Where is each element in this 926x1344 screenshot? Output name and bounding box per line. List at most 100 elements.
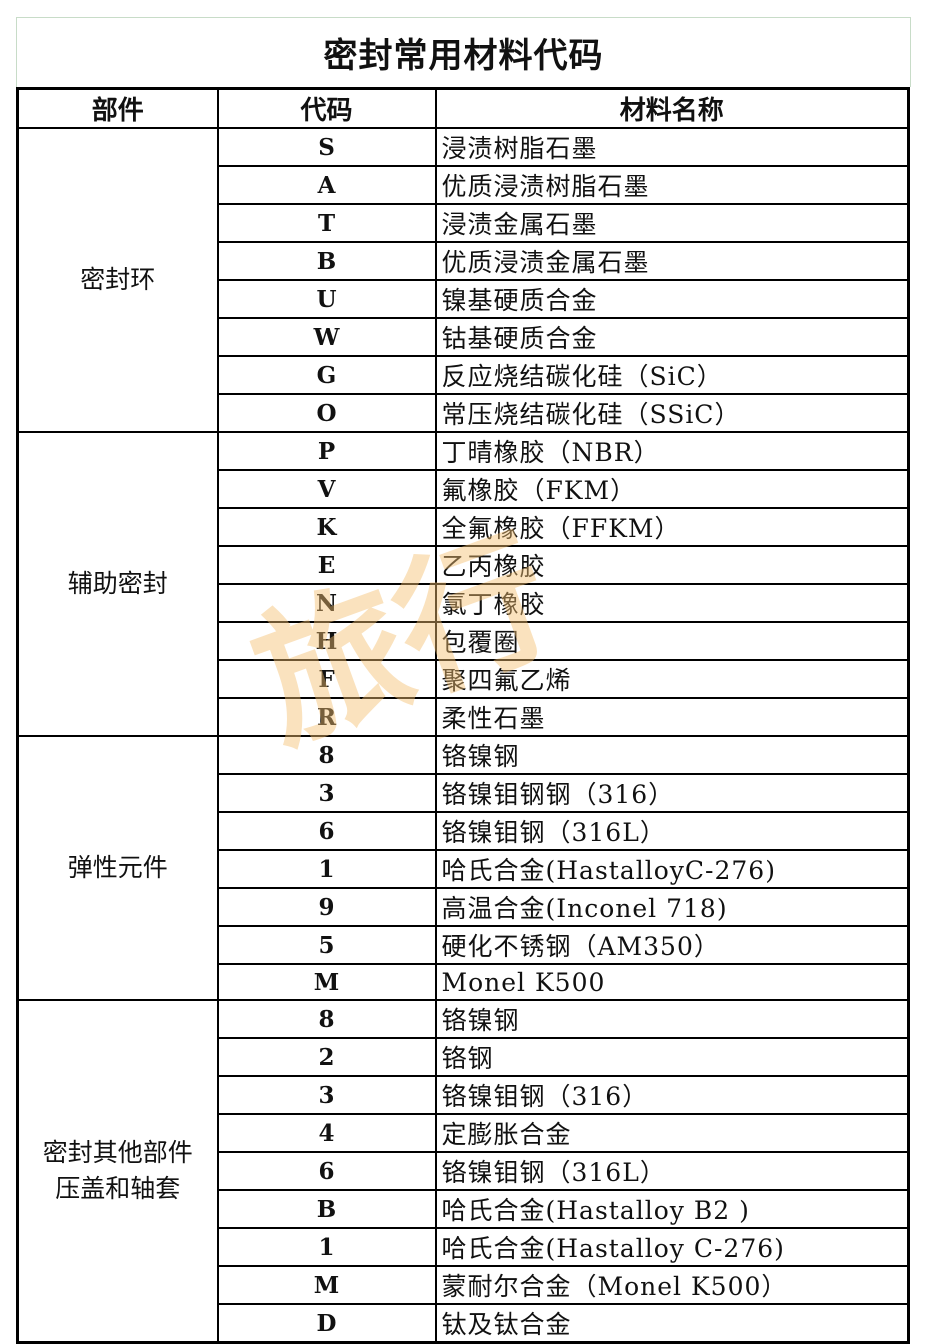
code-cell: 6 — [216, 811, 437, 851]
table-row: 2 铬钢 — [18, 1037, 910, 1077]
table-row: A 优质浸渍树脂石墨 — [18, 165, 910, 205]
code-cell: M — [216, 963, 437, 1001]
code-cell: B — [216, 1189, 437, 1229]
material-name-cell: 蒙耐尔合金（Monel K500） — [434, 1265, 910, 1305]
material-name-cell: 铬镍钼钢（316L） — [434, 1151, 910, 1191]
part-label: 密封其他部件 — [42, 1138, 193, 1167]
material-name-cell: 丁晴橡胶（NBR） — [434, 431, 910, 471]
material-name-cell: 铬镍钼钢（316L） — [434, 811, 910, 851]
table-row: N 氯丁橡胶 — [18, 583, 910, 623]
part-label: 弹性元件 — [67, 853, 168, 882]
table-row: B 优质浸渍金属石墨 — [18, 241, 910, 281]
code-cell: 5 — [216, 925, 437, 965]
code-cell: R — [216, 697, 437, 737]
table-row: 1 哈氏合金(HastalloyC-276) — [18, 849, 910, 889]
code-cell: 3 — [216, 1075, 437, 1115]
material-name-cell: 乙丙橡胶 — [434, 545, 910, 585]
material-name-cell: 钴基硬质合金 — [434, 317, 910, 357]
code-cell: M — [216, 1265, 437, 1305]
material-name-cell: 哈氏合金(Hastalloy C-276) — [434, 1227, 910, 1267]
part-cell: 密封其他部件 压盖和轴套 — [16, 999, 219, 1344]
material-name-cell: 硬化不锈钢（AM350） — [434, 925, 910, 965]
code-cell: E — [216, 545, 437, 585]
material-name-cell: 哈氏合金(Hastalloy B2 ) — [434, 1189, 910, 1229]
table-row: 9 高温合金(Inconel 718) — [18, 887, 910, 927]
table-row: 5 硬化不锈钢（AM350） — [18, 925, 910, 965]
code-cell: 1 — [216, 1227, 437, 1267]
code-cell: 8 — [216, 735, 437, 775]
table-row: H 包覆圈 — [18, 621, 910, 661]
material-name-cell: 聚四氟乙烯 — [434, 659, 910, 699]
material-name-cell: 全氟橡胶（FFKM） — [434, 507, 910, 547]
code-cell: P — [216, 431, 437, 471]
code-cell: 4 — [216, 1113, 437, 1153]
code-cell: 3 — [216, 773, 437, 813]
table-row: 4 定膨胀合金 — [18, 1113, 910, 1153]
table-row: 辅助密封 P 丁晴橡胶（NBR） — [16, 431, 910, 737]
table-row: V 氟橡胶（FKM） — [18, 469, 910, 509]
material-name-cell: 铬镍钢 — [434, 999, 910, 1039]
code-cell: 1 — [216, 849, 437, 889]
part-cell: 弹性元件 — [16, 735, 219, 1001]
code-cell: 8 — [216, 999, 437, 1039]
material-name-cell: 柔性石墨 — [434, 697, 910, 737]
material-name-cell: 氯丁橡胶 — [434, 583, 910, 623]
code-cell: N — [216, 583, 437, 623]
material-name-cell: 浸渍金属石墨 — [434, 203, 910, 243]
code-cell: D — [216, 1303, 437, 1344]
header-part: 部件 — [16, 87, 219, 129]
code-cell: W — [216, 317, 437, 357]
code-cell: T — [216, 203, 437, 243]
material-name-cell: Monel K500 — [434, 963, 910, 1001]
table-row: W 钴基硬质合金 — [18, 317, 910, 357]
material-name-cell: 优质浸渍树脂石墨 — [434, 165, 910, 205]
table-row: R 柔性石墨 — [18, 697, 910, 737]
table-row: F 聚四氟乙烯 — [18, 659, 910, 699]
code-cell: G — [216, 355, 437, 395]
table-row: T 浸渍金属石墨 — [18, 203, 910, 243]
part-label: 辅助密封 — [67, 569, 168, 598]
table-row: E 乙丙橡胶 — [18, 545, 910, 585]
table-row: 6 铬镍钼钢（316L） — [18, 1151, 910, 1191]
material-name-cell: 铬镍钼钢钢（316） — [434, 773, 910, 813]
table-row: U 镍基硬质合金 — [18, 279, 910, 319]
code-cell: A — [216, 165, 437, 205]
material-name-cell: 镍基硬质合金 — [434, 279, 910, 319]
header-material: 材料名称 — [434, 87, 910, 129]
code-cell: U — [216, 279, 437, 319]
code-cell: K — [216, 507, 437, 547]
code-cell: H — [216, 621, 437, 661]
code-cell: 9 — [216, 887, 437, 927]
table-row: 密封其他部件 压盖和轴套 8 铬镍钢 — [16, 999, 910, 1344]
table-row: 密封环 S 浸渍树脂石墨 — [16, 127, 910, 433]
header-row: 部件 代码 材料名称 — [16, 87, 910, 129]
part-cell: 密封环 — [16, 127, 219, 433]
material-name-cell: 高温合金(Inconel 718) — [434, 887, 910, 927]
page-title: 密封常用材料代码 — [16, 17, 911, 87]
code-cell: O — [216, 393, 437, 433]
material-name-cell: 优质浸渍金属石墨 — [434, 241, 910, 281]
material-name-cell: 哈氏合金(HastalloyC-276) — [434, 849, 910, 889]
table-row: 3 铬镍钼钢（316） — [18, 1075, 910, 1115]
table-row: K 全氟橡胶（FFKM） — [18, 507, 910, 547]
header-code: 代码 — [216, 87, 437, 129]
material-name-cell: 氟橡胶（FKM） — [434, 469, 910, 509]
part-cell: 辅助密封 — [16, 431, 219, 737]
material-name-cell: 铬钢 — [434, 1037, 910, 1077]
code-cell: F — [216, 659, 437, 699]
material-name-cell: 浸渍树脂石墨 — [434, 127, 910, 167]
table-row: 3 铬镍钼钢钢（316） — [18, 773, 910, 813]
table-row: B 哈氏合金(Hastalloy B2 ) — [18, 1189, 910, 1229]
table-row: M Monel K500 — [18, 963, 910, 1001]
code-cell: 2 — [216, 1037, 437, 1077]
material-name-cell: 反应烧结碳化硅（SiC） — [434, 355, 910, 395]
code-cell: 6 — [216, 1151, 437, 1191]
materials-code-table: 部件 代码 材料名称 密封环 S 浸渍树脂石墨 A 优质浸渍树脂石墨 T 浸渍金属石墨 B 优质… — [16, 87, 910, 1344]
material-name-cell: 铬镍钢 — [434, 735, 910, 775]
material-name-cell: 常压烧结碳化硅（SSiC） — [434, 393, 910, 433]
table-row: G 反应烧结碳化硅（SiC） — [18, 355, 910, 395]
material-name-cell: 定膨胀合金 — [434, 1113, 910, 1153]
table-row: 1 哈氏合金(Hastalloy C-276) — [18, 1227, 910, 1267]
table-row: 弹性元件 8 铬镍钢 — [16, 735, 910, 1001]
table-row: O 常压烧结碳化硅（SSiC） — [18, 393, 910, 433]
